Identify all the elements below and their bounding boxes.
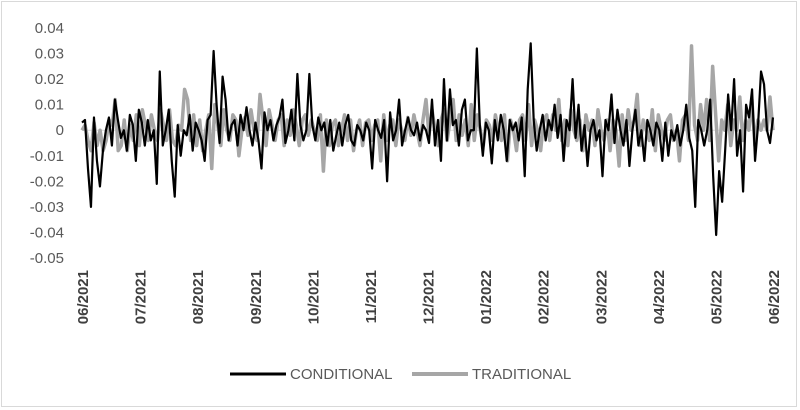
legend-label-traditional: TRADITIONAL (472, 366, 571, 383)
y-tick-label: -0.05 (30, 250, 64, 267)
x-tick-label: 01/2022 (478, 270, 495, 324)
x-tick-label: 12/2021 (421, 270, 438, 324)
series-line-conditional (81, 42, 775, 237)
legend: CONDITIONAL TRADITIONAL (230, 366, 571, 383)
x-tick-label: 06/2022 (766, 270, 783, 324)
y-tick-label: -0.01 (30, 148, 64, 165)
y-tick-label: 0.02 (35, 71, 64, 88)
y-tick-label: 0 (56, 122, 64, 139)
x-tick-label: 07/2021 (133, 270, 150, 324)
x-tick-label: 10/2021 (305, 270, 322, 324)
x-tick-label: 08/2021 (190, 270, 207, 324)
x-tick-label: 02/2022 (536, 270, 553, 324)
x-tick-label: 05/2022 (708, 270, 725, 324)
y-tick-label: -0.02 (30, 173, 64, 190)
x-axis-ticks: 06/2021 07/2021 08/2021 09/2021 10/2021 11/20… (75, 270, 783, 324)
y-tick-label: 0.04 (35, 20, 64, 37)
x-tick-label: 06/2021 (75, 270, 92, 324)
x-tick-label: 03/2022 (593, 270, 610, 324)
y-tick-label: 0.03 (35, 46, 64, 63)
x-tick-label: 04/2022 (651, 270, 668, 324)
x-tick-label: 11/2021 (363, 270, 380, 323)
y-axis-ticks: 0.04 0.03 0.02 0.01 0 -0.01 -0.02 -0.03 -0.04 -0.… (30, 20, 64, 267)
legend-label-conditional: CONDITIONAL (290, 366, 393, 383)
y-tick-label: -0.04 (30, 224, 64, 241)
y-tick-label: 0.01 (35, 97, 64, 114)
series-line-traditional (80, 44, 775, 173)
y-tick-label: -0.03 (30, 199, 64, 216)
x-tick-label: 09/2021 (248, 270, 265, 324)
series-lines (80, 42, 775, 237)
